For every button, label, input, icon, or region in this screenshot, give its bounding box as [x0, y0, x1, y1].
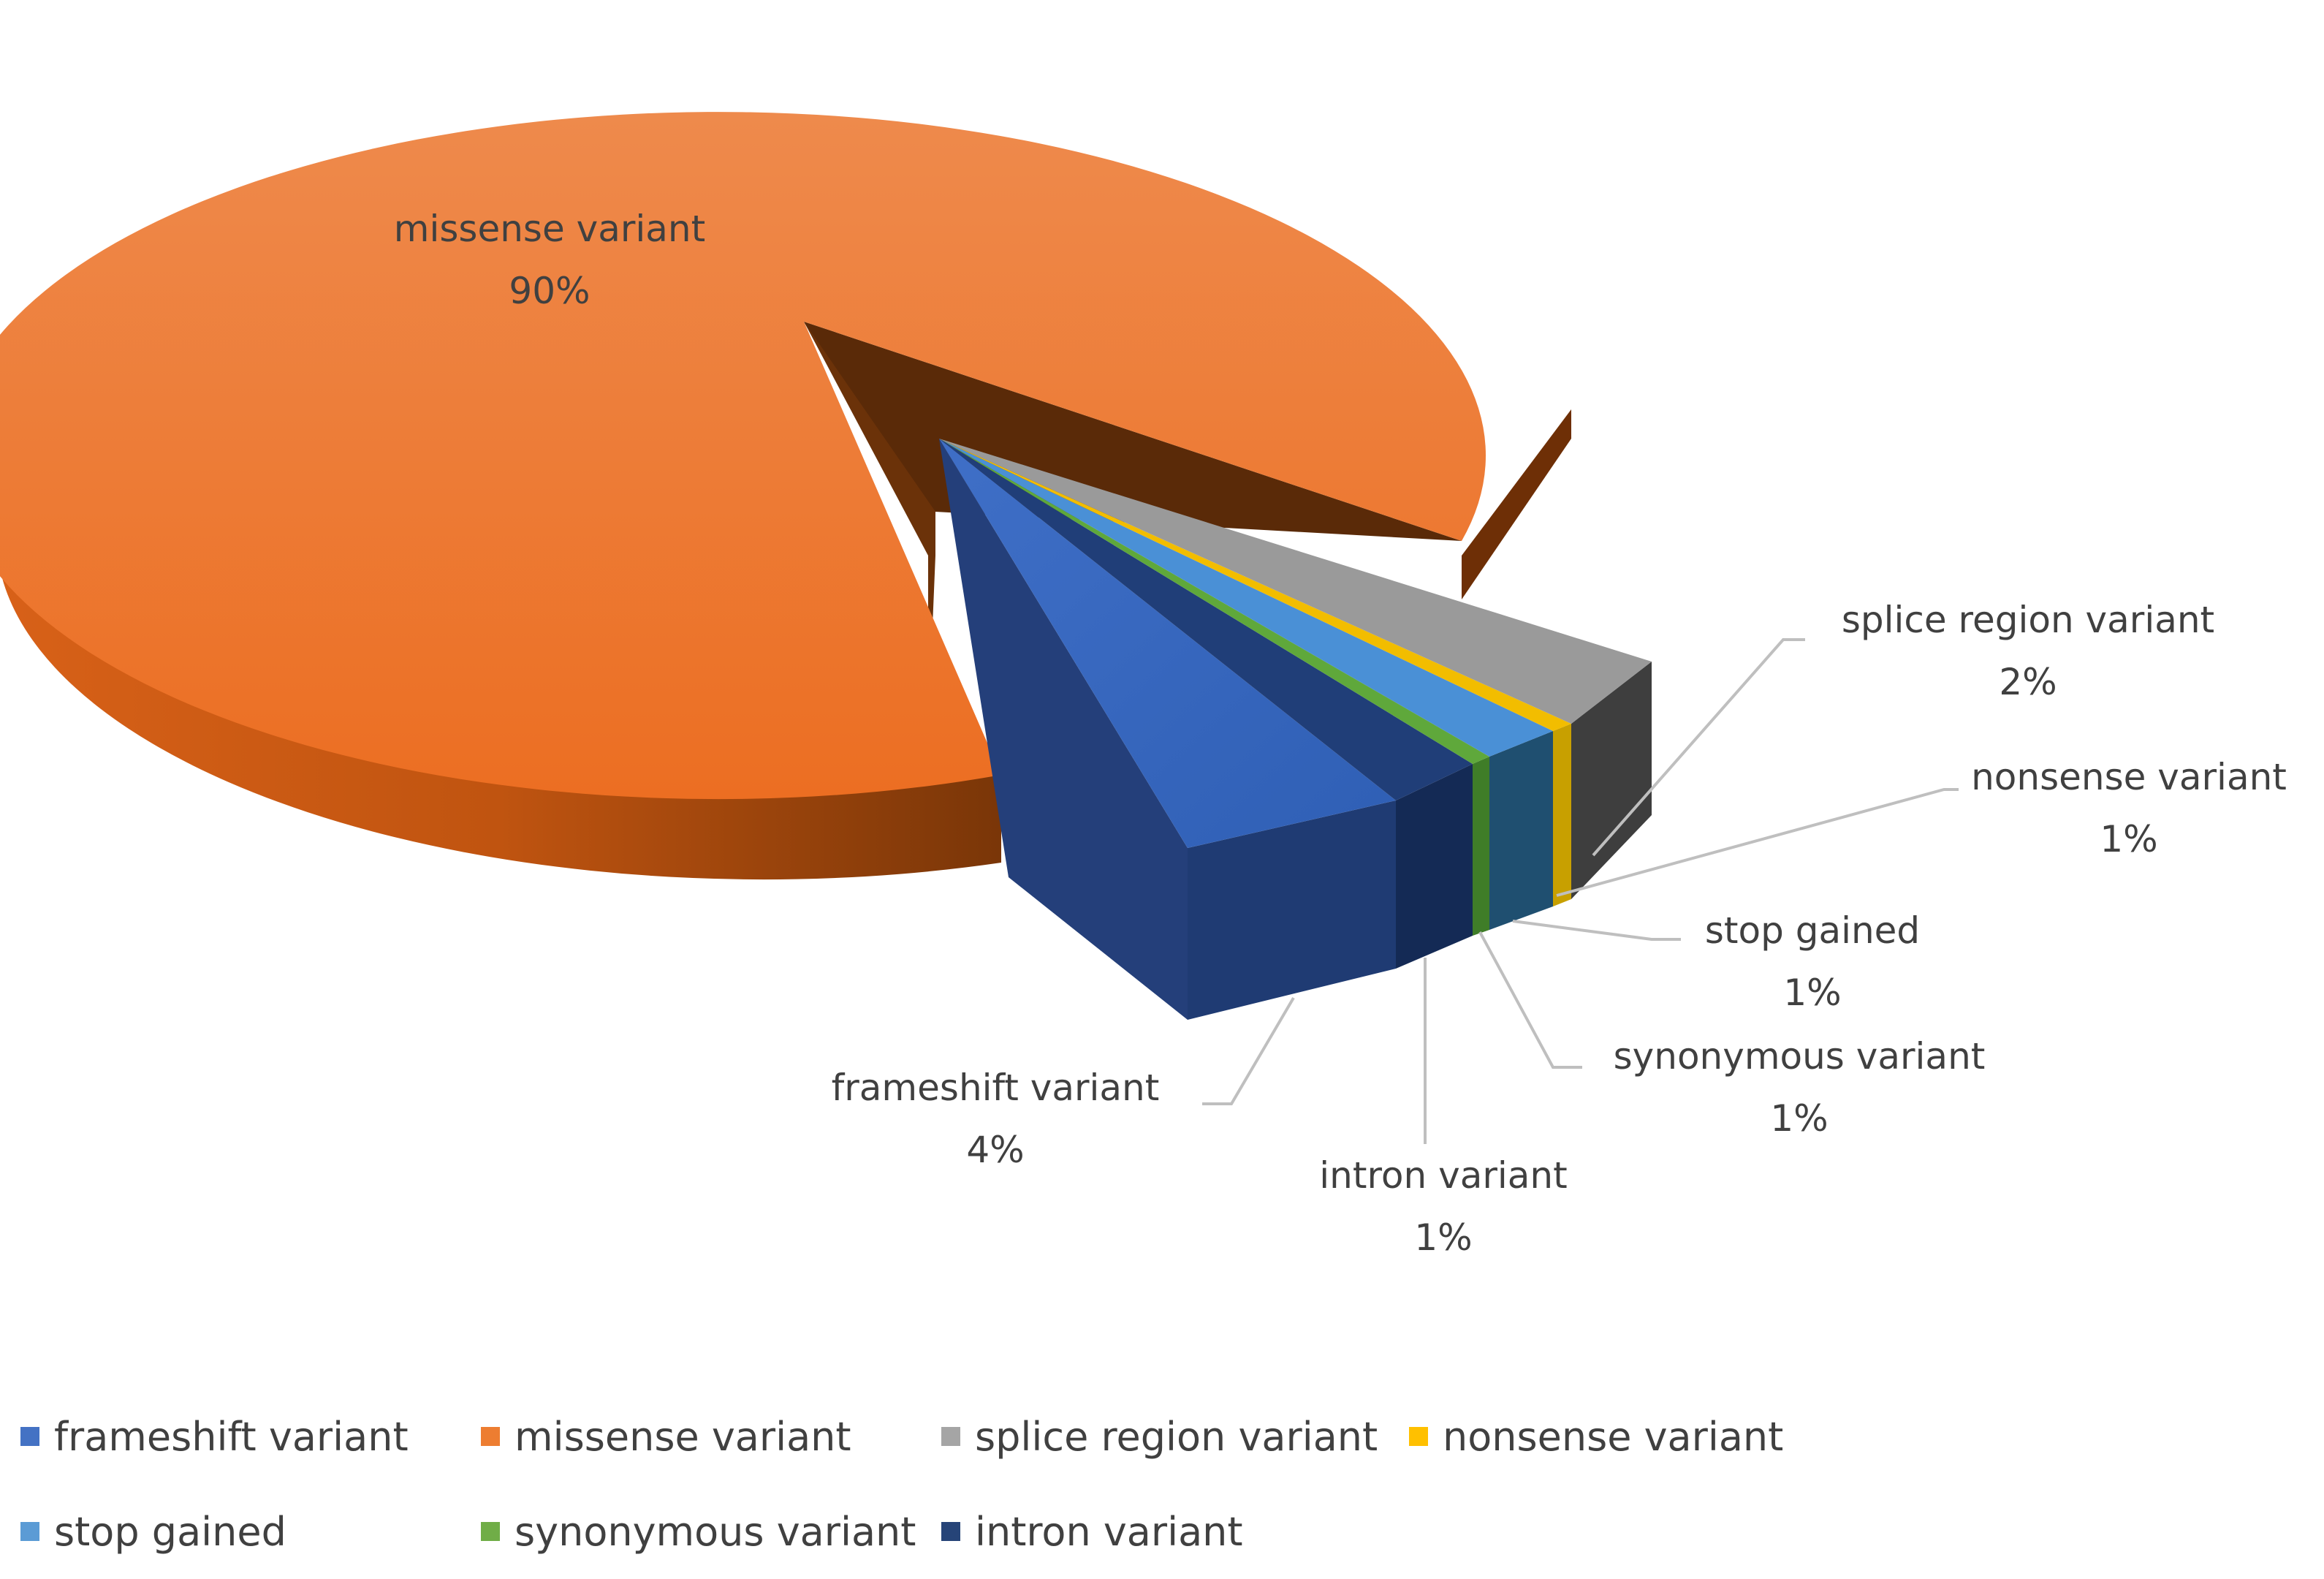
legend-swatch-synonymous: [481, 1522, 500, 1541]
legend-swatch-intron: [941, 1522, 960, 1541]
label-intron-name: intron variant: [1319, 1154, 1567, 1197]
label-splice-pct: 2%: [1999, 661, 2057, 703]
frameshift-side: [1188, 800, 1396, 1020]
legend-label-frameshift: frameshift variant: [54, 1413, 409, 1460]
slice-frameshift-variant: [939, 439, 1396, 848]
label-missense-pct: 90%: [509, 270, 590, 312]
leader-line-stop: [1512, 920, 1681, 941]
label-stop-pct: 1%: [1783, 972, 1841, 1014]
slice-nonsense-variant: [939, 439, 1571, 731]
legend-item-nonsense: nonsense variant: [1409, 1414, 1783, 1460]
legend-label-missense: missense variant: [514, 1413, 851, 1460]
slice-stop-gained: [939, 439, 1553, 757]
legend-row-1: frameshift variant missense variant spli…: [20, 1389, 2301, 1484]
frameshift-inner-wall: [939, 439, 1188, 1020]
legend-row-2: stop gained synonymous variant intron va…: [20, 1484, 2301, 1579]
legend-swatch-missense: [481, 1427, 500, 1446]
missense-side-right: [1462, 409, 1571, 599]
legend-label-intron: intron variant: [975, 1508, 1243, 1555]
legend-swatch-nonsense: [1409, 1427, 1428, 1446]
legend-swatch-stop: [20, 1522, 39, 1541]
legend-item-synonymous: synonymous variant: [481, 1509, 941, 1555]
nonsense-side: [1553, 724, 1571, 906]
legend-item-missense: missense variant: [481, 1414, 941, 1460]
legend-label-synonymous: synonymous variant: [514, 1508, 916, 1555]
legend-swatch-frameshift: [20, 1427, 39, 1446]
legend-label-splice: splice region variant: [975, 1413, 1378, 1460]
data-labels: missense variant 90% splice region varia…: [394, 208, 2287, 1259]
intron-side: [1396, 764, 1473, 969]
leader-line-splice: [1592, 638, 1805, 857]
legend-item-stop: stop gained: [20, 1509, 481, 1555]
leader-line-frameshift: [1202, 996, 1295, 1105]
legend-label-stop: stop gained: [54, 1508, 286, 1555]
slice-splice-region-variant: [939, 439, 1652, 724]
slice-intron-variant: [939, 439, 1473, 800]
legend-item-intron: intron variant: [941, 1509, 1243, 1555]
label-synonymous-name: synonymous variant: [1614, 1035, 1986, 1078]
label-splice-name: splice region variant: [1842, 599, 2214, 641]
legend-item-splice: splice region variant: [941, 1414, 1409, 1460]
leader-lines: [1202, 638, 1959, 1144]
label-stop-name: stop gained: [1705, 909, 1920, 952]
chart-legend: frameshift variant missense variant spli…: [20, 1389, 2301, 1579]
slice-synonymous-variant: [939, 439, 1489, 764]
missense-top: [0, 112, 1486, 800]
legend-label-nonsense: nonsense variant: [1443, 1413, 1784, 1460]
label-missense-name: missense variant: [394, 208, 705, 250]
legend-swatch-splice: [941, 1427, 960, 1446]
label-frameshift-pct: 4%: [966, 1129, 1024, 1171]
synonymous-side: [1473, 757, 1489, 936]
legend-item-frameshift: frameshift variant: [20, 1414, 481, 1460]
label-frameshift-name: frameshift variant: [832, 1067, 1160, 1109]
leader-line-synonymous: [1478, 931, 1582, 1069]
label-synonymous-pct: 1%: [1770, 1097, 1828, 1140]
label-nonsense-name: nonsense variant: [1971, 756, 2287, 798]
stop-gained-side: [1489, 731, 1553, 930]
leader-line-nonsense: [1556, 788, 1959, 897]
exploded-wedge: [939, 439, 1652, 1020]
splice-side: [1571, 662, 1652, 899]
label-nonsense-pct: 1%: [2100, 818, 2157, 860]
label-intron-pct: 1%: [1414, 1216, 1472, 1259]
